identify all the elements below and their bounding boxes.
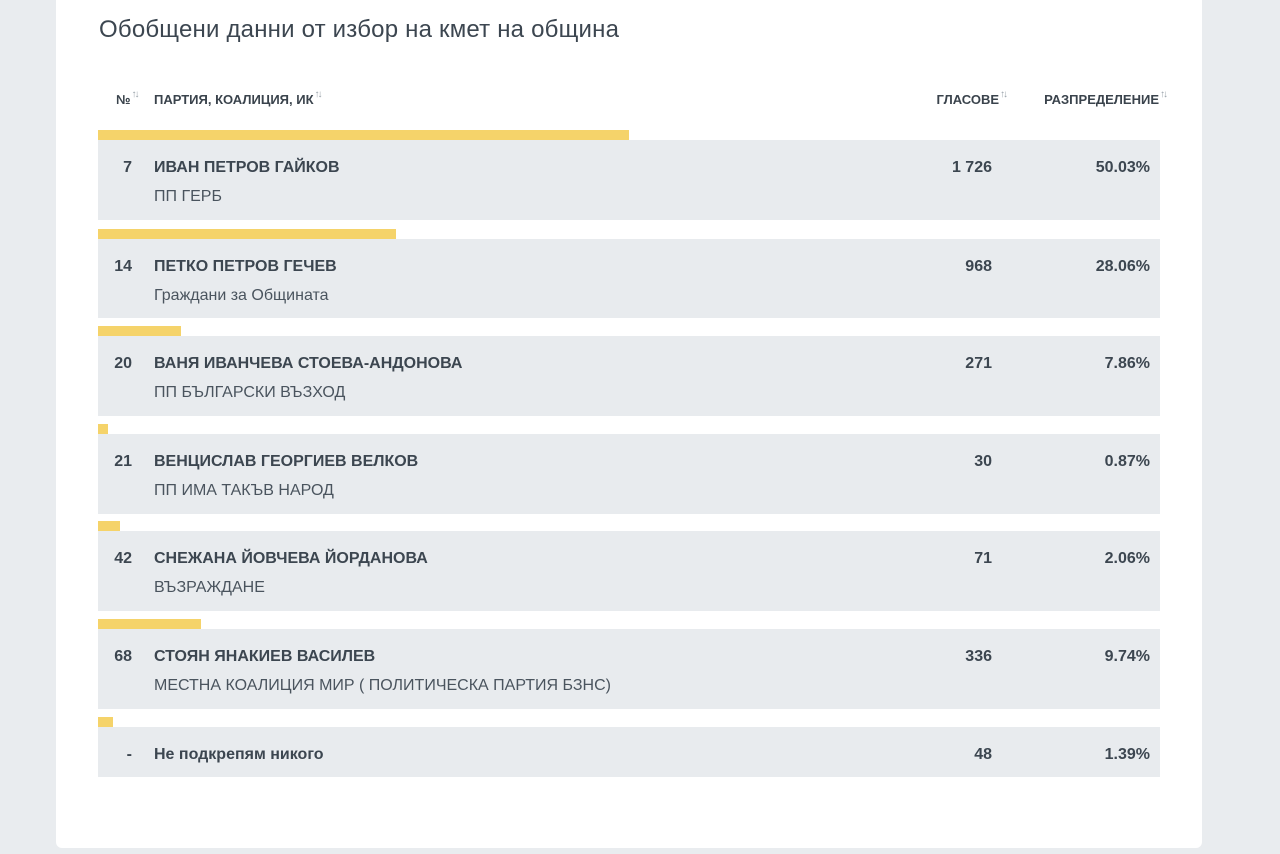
candidate-name: ИВАН ПЕТРОВ ГАЙКОВ (154, 159, 340, 176)
sort-arrows-icon: ↑↓ (1000, 89, 1008, 100)
vote-percentage: 50.03% (1095, 159, 1150, 176)
candidate-name: ПЕТКО ПЕТРОВ ГЕЧЕВ (154, 258, 337, 275)
candidate-name: СТОЯН ЯНАКИЕВ ВАСИЛЕВ (154, 648, 376, 665)
candidate-name: Не подкрепям никого (154, 746, 324, 763)
candidate-number: 20 (114, 355, 132, 372)
column-header-no-label: № (116, 92, 131, 107)
votes-count: 48 (974, 746, 992, 763)
party-name: МЕСТНА КОАЛИЦИЯ МИР ( ПОЛИТИЧЕСКА ПАРТИЯ… (154, 677, 611, 694)
column-header-votes[interactable]: ГЛАСОВЕ ↑↓ (936, 89, 1008, 107)
candidate-number: 42 (114, 550, 132, 567)
candidate-number: 14 (114, 258, 132, 275)
votes-count: 71 (974, 550, 992, 567)
candidate-number: 7 (123, 159, 132, 176)
vote-percentage: 7.86% (1104, 355, 1150, 372)
party-name: Граждани за Общината (154, 287, 329, 304)
candidate-number: 21 (114, 453, 132, 470)
sort-arrows-icon: ↑↓ (131, 89, 140, 100)
vote-percentage: 9.74% (1104, 648, 1150, 665)
votes-count: 1 726 (951, 159, 992, 176)
candidate-number: 68 (114, 648, 132, 665)
votes-count: 968 (965, 258, 992, 275)
column-header-votes-label: ГЛАСОВЕ (936, 92, 999, 107)
share-bar (98, 229, 396, 239)
table-row[interactable]: 20 ВАНЯ ИВАНЧЕВА СТОЕВА-АНДОНОВА ПП БЪЛГАР… (98, 336, 1160, 416)
column-header-party-label: ПАРТИЯ, КОАЛИЦИЯ, ИК (154, 92, 314, 107)
share-bar (98, 619, 201, 629)
share-bar (98, 326, 181, 336)
table-row[interactable]: 21 ВЕНЦИСЛАВ ГЕОРГИЕВ ВЕЛКОВ ПП ИМА ТАКЪВ … (98, 434, 1160, 514)
table-row[interactable]: 14 ПЕТКО ПЕТРОВ ГЕЧЕВ Граждани за Общината… (98, 239, 1160, 318)
table-row[interactable]: 42 СНЕЖАНА ЙОВЧЕВА ЙОРДАНОВА ВЪЗРАЖДАНЕ 71 2… (98, 531, 1160, 611)
column-header-distribution[interactable]: РАЗПРЕДЕЛЕНИЕ ↑↓ (1044, 89, 1168, 107)
sort-arrows-icon: ↑↓ (314, 89, 323, 100)
candidate-name: СНЕЖАНА ЙОВЧЕВА ЙОРДАНОВА (154, 550, 428, 567)
votes-count: 30 (974, 453, 992, 470)
party-name: ПП БЪЛГАРСКИ ВЪЗХОД (154, 384, 346, 401)
column-header-distribution-label: РАЗПРЕДЕЛЕНИЕ (1044, 92, 1159, 107)
party-name: ПП ИМА ТАКЪВ НАРОД (154, 482, 334, 499)
vote-percentage: 28.06% (1095, 258, 1150, 275)
votes-count: 336 (965, 648, 992, 665)
sort-arrows-icon: ↑↓ (1160, 89, 1168, 100)
candidate-name: ВЕНЦИСЛАВ ГЕОРГИЕВ ВЕЛКОВ (154, 453, 419, 470)
share-bar (98, 130, 629, 140)
table-row[interactable]: - Не подкрепям никого 48 1.39% (98, 727, 1160, 777)
party-name: ПП ГЕРБ (154, 188, 222, 205)
results-card: Обобщени данни от избор на кмет на общин… (56, 0, 1202, 848)
candidate-name: ВАНЯ ИВАНЧЕВА СТОЕВА-АНДОНОВА (154, 355, 463, 372)
table-row[interactable]: 7 ИВАН ПЕТРОВ ГАЙКОВ ПП ГЕРБ 1 726 50.03% (98, 140, 1160, 220)
table-row[interactable]: 68 СТОЯН ЯНАКИЕВ ВАСИЛЕВ МЕСТНА КОАЛИЦИЯ М… (98, 629, 1160, 709)
votes-count: 271 (965, 355, 992, 372)
page-title: Обобщени данни от избор на кмет на общин… (99, 16, 620, 43)
candidate-number: - (126, 746, 132, 763)
vote-percentage: 0.87% (1104, 453, 1150, 470)
column-header-party[interactable]: ПАРТИЯ, КОАЛИЦИЯ, ИК ↑↓ (154, 89, 323, 107)
vote-percentage: 2.06% (1104, 550, 1150, 567)
vote-percentage: 1.39% (1104, 746, 1150, 763)
party-name: ВЪЗРАЖДАНЕ (154, 579, 265, 596)
column-header-no[interactable]: № ↑↓ (116, 89, 140, 107)
share-bar (98, 521, 120, 531)
share-bar (98, 717, 113, 727)
share-bar (98, 424, 108, 434)
table-header: № ↑↓ ПАРТИЯ, КОАЛИЦИЯ, ИК ↑↓ ГЛАСОВЕ ↑↓ РАЗ… (98, 88, 1168, 112)
